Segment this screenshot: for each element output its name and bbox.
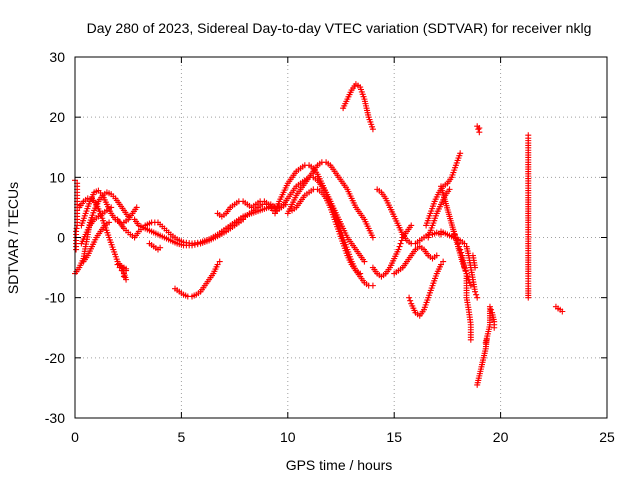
data-point — [73, 246, 80, 253]
x-tick-label: 20 — [493, 429, 509, 445]
series-s19 — [369, 222, 415, 280]
data-point — [407, 297, 414, 304]
series-s33 — [552, 303, 566, 315]
data-point — [473, 291, 480, 298]
data-point — [450, 228, 457, 235]
data-point — [123, 265, 130, 272]
data-point — [369, 282, 376, 289]
series-s20 — [374, 186, 445, 247]
data-point — [395, 246, 402, 253]
y-tick-label: -20 — [45, 350, 65, 366]
data-point — [474, 294, 481, 301]
y-tick-label: -30 — [45, 410, 65, 426]
y-tick-label: 10 — [49, 169, 65, 185]
series-s16 — [284, 159, 376, 241]
series-s17 — [289, 186, 364, 277]
series-s29 — [474, 123, 483, 136]
data-point — [106, 219, 113, 226]
data-point — [189, 242, 196, 249]
x-tick-label: 15 — [386, 429, 402, 445]
series-s21 — [391, 243, 440, 277]
data-point — [214, 261, 221, 268]
data-point — [369, 126, 376, 133]
data-point — [486, 303, 493, 310]
series-s1 — [72, 177, 81, 253]
data-point — [475, 126, 482, 133]
x-tick-label: 0 — [71, 429, 79, 445]
data-point — [451, 231, 458, 238]
series-s18 — [340, 81, 376, 133]
data-point — [525, 294, 532, 301]
data-point — [488, 306, 495, 313]
data-point — [194, 241, 201, 248]
series-s24 — [425, 186, 453, 241]
data-point — [157, 244, 164, 251]
y-tick-label: 0 — [57, 230, 65, 246]
series-s5 — [80, 219, 113, 265]
data-point — [462, 267, 469, 274]
data-point — [457, 150, 464, 157]
series-s6 — [78, 204, 115, 247]
data-point — [406, 294, 413, 301]
data-point — [361, 258, 368, 265]
data-point — [369, 234, 376, 241]
series-s11 — [172, 258, 223, 300]
data-point — [397, 240, 404, 247]
x-tick-label: 10 — [280, 429, 296, 445]
y-tick-label: 20 — [49, 109, 65, 125]
x-axis-label: GPS time / hours — [286, 457, 393, 473]
data-point — [133, 204, 140, 211]
x-tick-label: 5 — [178, 429, 186, 445]
data-point — [408, 222, 415, 229]
data-point — [438, 261, 445, 268]
axis-ticks: 0 5 10 15 20 25 -30 -20 -10 0 10 20 30 — [45, 49, 615, 445]
series-s8 — [114, 203, 281, 247]
data-point — [398, 237, 405, 244]
data-point — [476, 124, 483, 131]
data-point — [446, 186, 453, 193]
series-s7 — [114, 261, 130, 283]
y-axis-label: SDTVAR / TECUs — [5, 182, 21, 294]
data-point — [108, 204, 115, 211]
series-s32 — [525, 132, 532, 301]
series-s13 — [225, 201, 279, 232]
series-s22 — [406, 258, 447, 319]
data-point — [559, 308, 566, 315]
x-tick-label: 25 — [599, 429, 615, 445]
data-point — [472, 264, 479, 271]
y-tick-label: 30 — [49, 49, 65, 65]
data-point — [472, 288, 479, 295]
data-point — [396, 243, 403, 250]
data-point — [114, 261, 121, 268]
series-s10 — [146, 240, 164, 253]
data-point — [467, 336, 474, 343]
data-point — [191, 241, 198, 248]
data-point — [491, 324, 498, 331]
series-s30 — [474, 336, 490, 388]
y-tick-label: -10 — [45, 290, 65, 306]
data-point — [357, 270, 364, 277]
series-s26 — [450, 228, 474, 343]
data-point — [461, 264, 468, 271]
data-point — [461, 240, 468, 247]
data-point — [458, 249, 465, 256]
data-points — [72, 81, 566, 388]
data-point — [466, 279, 473, 286]
series-s15 — [276, 174, 376, 289]
data-point — [457, 246, 464, 253]
data-point — [216, 258, 223, 265]
series-s28 — [463, 243, 481, 301]
data-point — [440, 258, 447, 265]
data-point — [433, 252, 440, 259]
data-point — [456, 243, 463, 250]
series-s23 — [423, 150, 464, 229]
chart-title: Day 280 of 2023, Sidereal Day-to-day VTE… — [87, 20, 592, 36]
series-s31 — [482, 303, 498, 346]
